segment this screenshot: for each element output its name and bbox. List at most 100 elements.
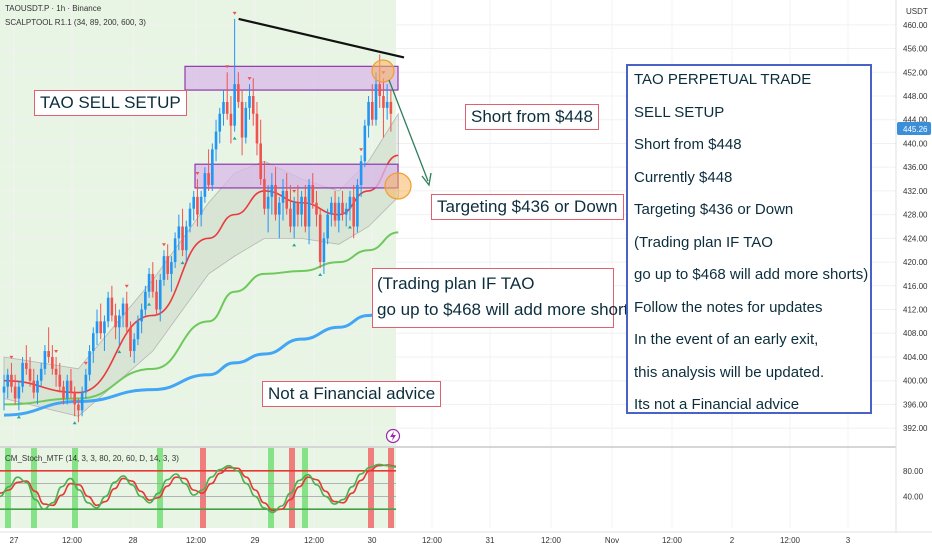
candle <box>385 84 389 120</box>
candle <box>173 232 177 268</box>
oversold-bar <box>268 448 274 528</box>
candle-body <box>307 184 311 227</box>
candle-body <box>367 101 370 126</box>
candle <box>270 173 274 215</box>
candle-body <box>84 374 88 393</box>
sell-signal-marker <box>124 284 129 288</box>
candle-body <box>25 362 28 369</box>
candle-body <box>296 202 300 215</box>
candle <box>330 196 333 227</box>
trading-plan-label: (Trading plan IF TAO go up to $468 will … <box>372 268 643 328</box>
candle-body <box>240 101 244 138</box>
candle-body <box>255 113 259 144</box>
candle-body <box>62 386 65 399</box>
candle-body <box>65 380 69 399</box>
time-tick-label: Nov <box>605 536 619 545</box>
candle <box>374 72 378 126</box>
candle-body <box>77 404 80 411</box>
candle-body <box>28 368 32 381</box>
stochastic-pane <box>0 448 397 528</box>
candle <box>121 297 125 328</box>
candle <box>207 149 210 191</box>
time-tick-label: 12:00 <box>422 536 443 545</box>
candle-body <box>151 273 155 292</box>
candle-body <box>348 196 352 209</box>
candle-body <box>233 84 236 126</box>
candle <box>43 345 47 375</box>
trading-plan-line-1: (Trading plan IF TAO <box>377 274 535 293</box>
candle-body <box>370 101 374 120</box>
candle-body <box>43 351 47 369</box>
time-tick-label: 27 <box>10 536 19 545</box>
candle <box>188 202 192 233</box>
candle <box>333 190 337 227</box>
candle-body <box>110 297 114 316</box>
candle-body <box>10 374 13 387</box>
candle-body <box>229 113 233 126</box>
candle-body <box>158 279 162 310</box>
currency-label: USDT <box>906 7 928 16</box>
stoch-legend[interactable]: CM_Stoch_MTF (14, 3, 3, 80, 20, 60, D, 1… <box>5 454 179 463</box>
candle-body <box>352 196 355 227</box>
candle <box>25 345 28 375</box>
candle-body <box>51 356 54 369</box>
candle-body <box>88 351 91 375</box>
candle <box>118 309 121 346</box>
stoch-axis[interactable]: 80.00 40.00 <box>903 467 924 502</box>
candle <box>225 72 229 120</box>
candle <box>147 268 151 298</box>
candle-body <box>214 131 218 150</box>
candle-body <box>91 333 95 352</box>
candle-body <box>32 380 36 393</box>
candle <box>136 315 140 346</box>
price-tick-label: 400.00 <box>903 377 928 386</box>
candle <box>2 374 6 411</box>
time-tick-label: 12:00 <box>541 536 562 545</box>
price-axis[interactable]: 392.00 396.00 400.00 404.00 408.00 412.00 416.… <box>903 21 928 433</box>
direction-arrow-head <box>421 172 432 187</box>
candle-body <box>225 101 229 114</box>
ema-blue-line <box>3 302 399 417</box>
buy-signal-marker <box>292 243 297 247</box>
stoch-k-line <box>0 463 397 514</box>
price-tick-label: 428.00 <box>903 211 928 220</box>
price-tick-label: 424.00 <box>903 234 928 243</box>
candle <box>199 190 203 227</box>
candle <box>99 303 103 340</box>
candle-body <box>341 202 344 215</box>
candle-body <box>359 161 363 185</box>
time-tick-label: 31 <box>486 536 495 545</box>
price-tick-label: 432.00 <box>903 187 928 196</box>
candle-body <box>129 327 132 352</box>
candle-body <box>311 184 315 203</box>
candle <box>285 173 289 215</box>
candle <box>103 315 106 352</box>
candle <box>21 356 24 393</box>
candle <box>162 250 166 286</box>
indicator-legend[interactable]: SCALPTOOL R1.1 (34, 89, 200, 600, 3) <box>5 18 146 27</box>
price-tick-label: 396.00 <box>903 400 928 409</box>
candle <box>203 167 207 203</box>
lightning-icon[interactable] <box>385 428 401 444</box>
candle-body <box>173 238 177 263</box>
candle <box>39 362 43 387</box>
candle-body <box>237 84 240 102</box>
candle <box>382 78 385 138</box>
time-tick-label: 12:00 <box>780 536 801 545</box>
candle-body <box>203 173 207 197</box>
candle-body <box>162 256 166 280</box>
candle-body <box>114 315 117 328</box>
price-tick-label: 460.00 <box>903 21 928 30</box>
time-axis[interactable]: 27 12:00 28 12:00 29 12:00 30 12:00 31 12:00 Nov 12… <box>0 531 932 545</box>
symbol-title[interactable]: TAOUSDT.P · 1h · Binance <box>5 4 102 13</box>
candle <box>356 179 359 233</box>
candle <box>65 374 69 405</box>
candle <box>95 309 99 346</box>
candle <box>13 374 17 405</box>
candle-body <box>259 143 262 180</box>
buy-signal-marker <box>117 350 122 354</box>
candle-body <box>155 291 158 310</box>
candle-body <box>330 202 333 215</box>
current-price-label: 445.26 <box>903 125 928 134</box>
candle <box>151 262 155 298</box>
